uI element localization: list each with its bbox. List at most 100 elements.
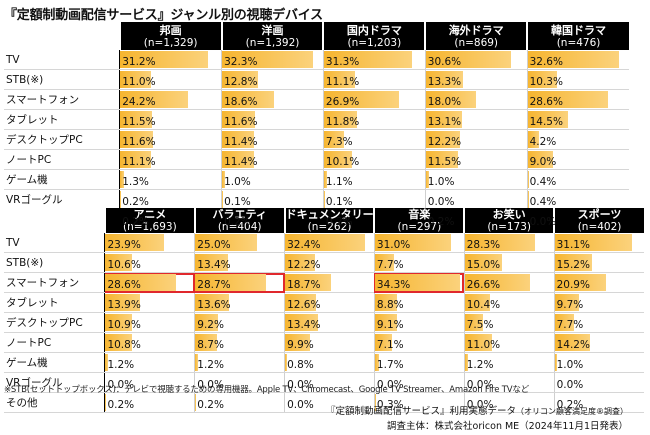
table-row: その他 0.2% 0.2% 0.0% 0.3% 0.0% 0.2%	[4, 392, 644, 413]
value-cell: 8.8%	[373, 292, 465, 313]
value-bar	[555, 294, 579, 311]
value-cell: 13.1%	[424, 109, 528, 130]
series-name: 海外ドラマ	[448, 23, 504, 37]
value-label: 11.0%	[122, 76, 156, 88]
value-bar	[426, 151, 458, 168]
value-cell: 0.2%	[553, 392, 644, 413]
row-label: ゲーム機	[4, 169, 121, 190]
table-genre-film-drama: 邦画 (n=1,329) 洋画 (n=1,392) 国内ドラマ (n=1,203) 海外ドラ…	[4, 22, 629, 230]
row-label: TV	[4, 50, 121, 70]
value-label: 0.0%	[107, 379, 135, 391]
value-label: 12.2%	[427, 136, 462, 148]
value-cell: 31.1%	[553, 233, 644, 253]
table-row: ノートPC 10.8% 8.7% 9.9% 7.1% 11.0% 14.2%	[4, 332, 644, 353]
value-cell: 18.7%	[284, 272, 375, 293]
value-label: 11.5%	[427, 156, 462, 168]
value-cell: 0.2%	[119, 189, 222, 210]
row-label: TV	[4, 233, 106, 253]
value-label: 11.1%	[325, 76, 360, 88]
value-label: 9.1%	[376, 319, 404, 331]
value-label: 13.4%	[287, 319, 321, 331]
value-bar	[528, 151, 553, 168]
value-label: 0.0%	[466, 379, 494, 391]
value-bar	[195, 294, 229, 311]
value-label: 1.1%	[325, 176, 353, 188]
value-label: 10.6%	[107, 259, 141, 271]
source-org: 調査主体：株式会社oricon ME（2024年11月1日発表）	[387, 421, 628, 432]
series-n: (n=1,693)	[122, 221, 177, 233]
series-header: 国内ドラマ (n=1,203)	[322, 22, 426, 50]
value-cell: 11.4%	[221, 149, 324, 170]
series-header: 韓国ドラマ (n=476)	[526, 22, 629, 50]
value-cell: 11.0%	[463, 332, 555, 353]
value-bar	[375, 334, 393, 351]
value-label: 10.1%	[325, 156, 360, 168]
value-bar	[324, 151, 353, 168]
value-bar	[324, 91, 400, 108]
series-name: 国内ドラマ	[346, 23, 402, 37]
value-label: 0.0%	[376, 379, 404, 391]
value-cell: 12.2%	[424, 129, 528, 150]
value-bar	[222, 151, 254, 168]
series-name: 音楽	[408, 208, 431, 221]
value-label: 7.5%	[466, 319, 494, 331]
value-cell: 20.9%	[553, 272, 644, 293]
value-bar	[285, 254, 316, 271]
row-label: タブレット	[4, 292, 106, 313]
value-cell: 15.2%	[553, 252, 644, 273]
row-label: スマートフォン	[4, 272, 106, 293]
value-label: 26.9%	[325, 96, 360, 108]
value-bar	[222, 91, 275, 108]
value-label: 0.2%	[556, 399, 584, 411]
table-row: ゲーム機 1.3% 1.0% 1.1% 1.0% 0.4%	[4, 169, 629, 190]
row-label: ノートPC	[4, 332, 106, 353]
source-sub: （オリコン顧客満足度®調査）	[516, 407, 628, 416]
value-bar	[105, 334, 133, 351]
value-cell: 7.5%	[463, 312, 555, 333]
value-cell: 1.0%	[424, 169, 528, 190]
row-label: デスクトップPC	[4, 312, 106, 333]
series-n: (n=869)	[454, 36, 499, 49]
value-label: 31.3%	[325, 56, 360, 68]
value-bar	[465, 354, 468, 371]
value-label: 34.3%	[376, 279, 411, 291]
value-bar	[222, 131, 254, 148]
table-row: ゲーム機 1.2% 1.2% 0.8% 1.7% 1.2% 1.0%	[4, 352, 644, 373]
value-label: 23.9%	[107, 239, 141, 251]
value-cell: 28.7%	[194, 272, 285, 293]
value-label: 0.1%	[224, 196, 251, 208]
value-cell: 15.0%	[463, 252, 555, 273]
value-bar	[285, 274, 332, 291]
value-label: 7.7%	[556, 319, 584, 331]
series-name: アニメ	[133, 208, 167, 221]
value-label: 4.2%	[529, 136, 557, 148]
value-label: 0.8%	[287, 359, 314, 371]
value-cell: 7.7%	[373, 252, 465, 273]
value-label: 18.6%	[224, 96, 258, 108]
value-cell: 0.4%	[526, 169, 629, 190]
value-label: 1.0%	[427, 176, 455, 188]
value-label: 11.5%	[122, 116, 156, 128]
value-cell: 13.4%	[194, 252, 285, 273]
value-cell: 13.9%	[104, 292, 195, 313]
value-cell: 0.2%	[194, 392, 285, 413]
value-cell: 0.0%	[373, 372, 465, 393]
value-label: 13.3%	[427, 76, 462, 88]
value-bar	[195, 334, 217, 351]
value-cell: 1.0%	[221, 169, 324, 190]
value-bar	[120, 171, 124, 188]
table-row: STB(※) 11.0% 12.8% 11.1% 13.3% 10.3%	[4, 69, 629, 90]
value-label: 26.6%	[466, 279, 501, 291]
series-name: バラエティ	[212, 208, 267, 221]
row-label: ノートPC	[4, 149, 121, 170]
value-label: 0.4%	[529, 176, 557, 188]
value-cell: 11.1%	[322, 69, 426, 90]
value-cell: 12.8%	[221, 69, 324, 90]
value-cell: 11.6%	[119, 129, 222, 150]
value-bar	[120, 51, 208, 68]
header-blank	[4, 208, 105, 233]
value-cell: 31.2%	[119, 50, 222, 70]
value-cell: 10.4%	[463, 292, 555, 313]
value-cell: 9.1%	[373, 312, 465, 333]
value-bar	[222, 111, 255, 128]
